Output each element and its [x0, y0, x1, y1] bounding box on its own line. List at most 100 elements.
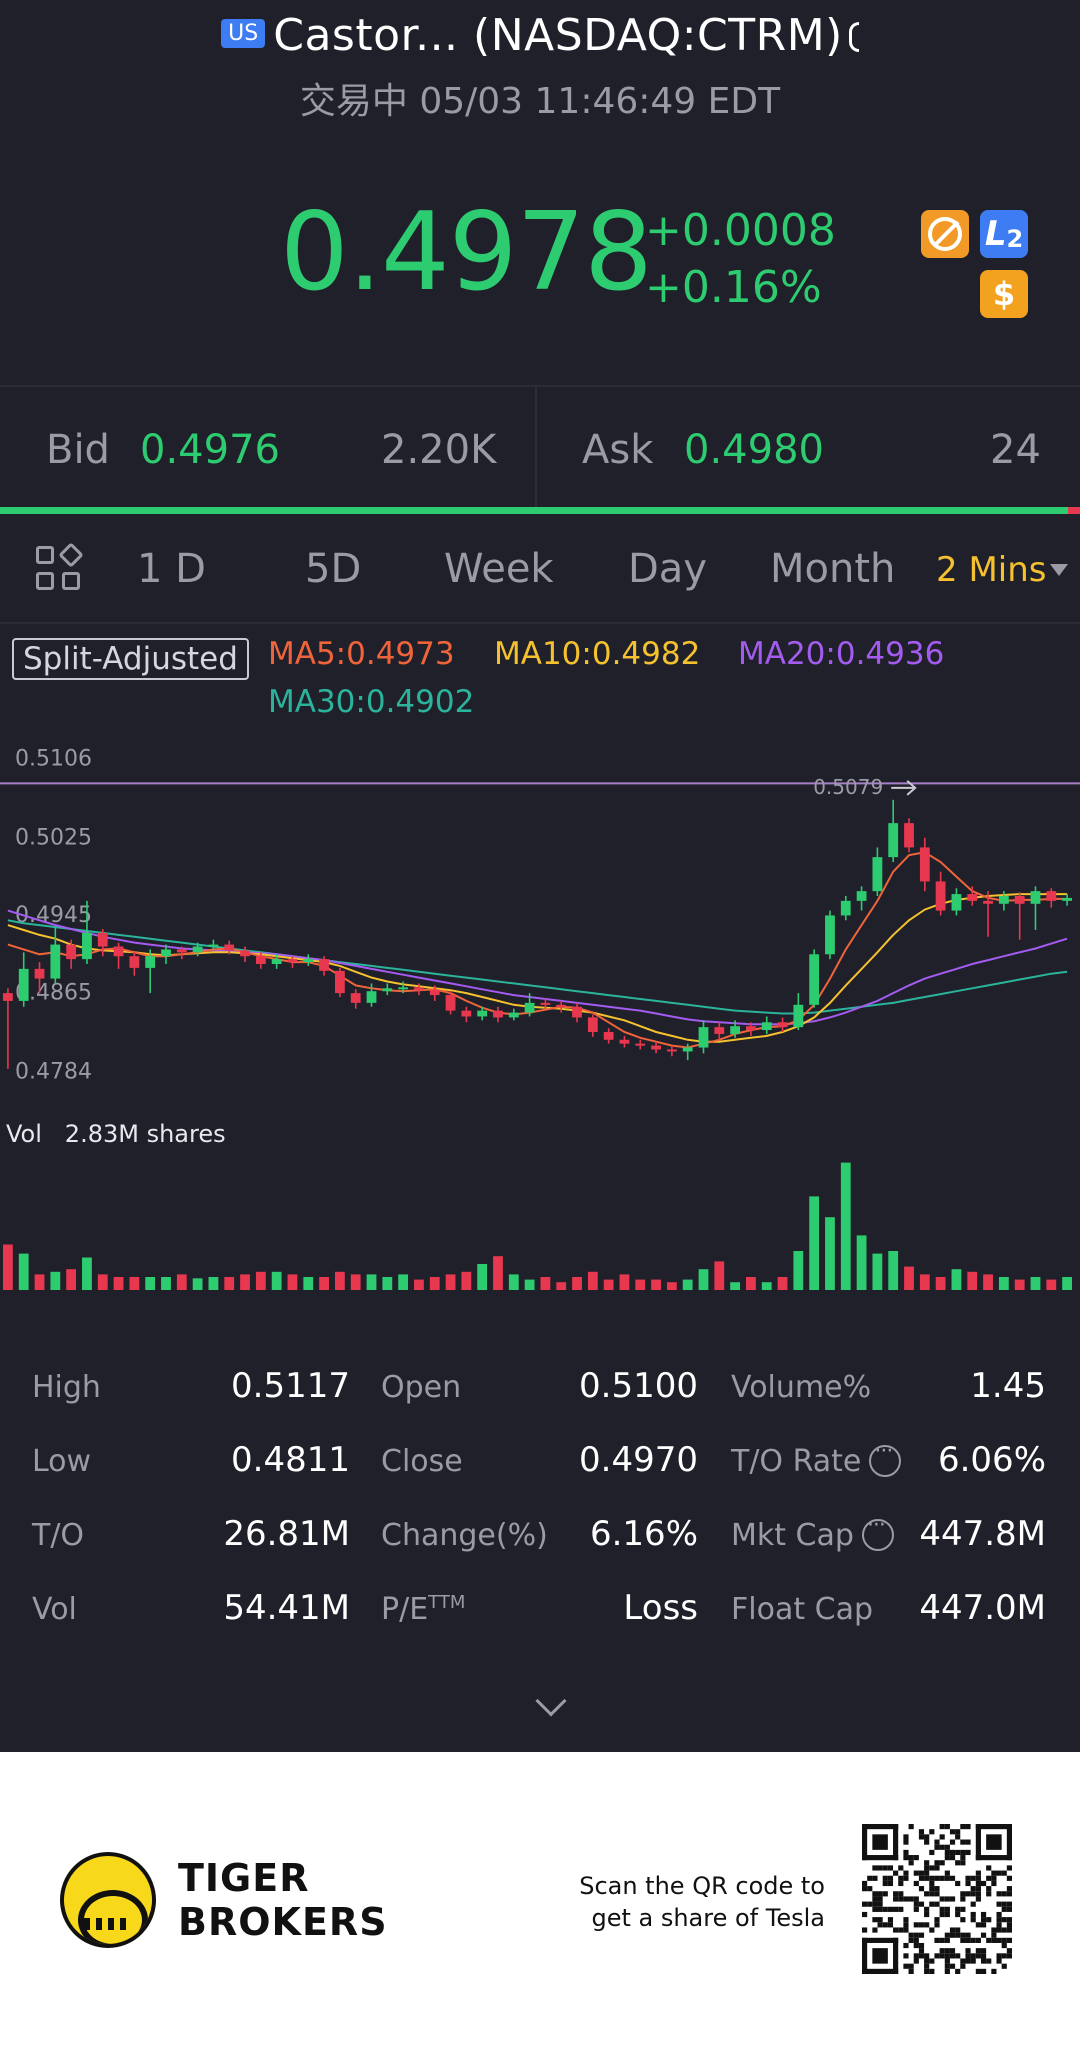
qr-module [1006, 1953, 1012, 1959]
candle-body [761, 1022, 772, 1031]
qr-module [872, 1896, 878, 1902]
volume-label: Vol [6, 1120, 42, 1148]
qr-code-icon [862, 1824, 1012, 1974]
candlestick-chart[interactable]: 0.51060.50250.49450.48650.47840.50790.48… [0, 740, 1080, 1300]
volume-bar [240, 1274, 250, 1290]
candle-body [97, 932, 108, 947]
qr-module [965, 1839, 971, 1845]
qr-module [944, 1906, 950, 1912]
expand-chevron-icon[interactable] [535, 1685, 567, 1717]
volume-bar [856, 1235, 867, 1290]
qr-module [955, 1906, 961, 1912]
qr-module [975, 1922, 981, 1928]
candle-body [1046, 891, 1057, 901]
tab-2-mins[interactable]: 2 Mins [936, 550, 1047, 590]
qr-module [908, 1937, 914, 1943]
qr-module [862, 1880, 868, 1887]
candle-body [18, 968, 29, 1001]
tab-day[interactable]: Day [628, 546, 707, 592]
qr-module [1006, 1891, 1012, 1897]
candle-body [34, 968, 45, 979]
more-info-icon[interactable] [861, 1513, 894, 1551]
grid-icon[interactable] [36, 542, 84, 592]
qr-module [898, 1891, 904, 1897]
volume-bar [730, 1282, 741, 1290]
qr-module [996, 1922, 1002, 1928]
candle-body [666, 1049, 677, 1052]
ask-ratio-segment [1068, 507, 1080, 514]
qr-module [934, 1875, 940, 1881]
volume-bar [477, 1264, 488, 1290]
stat-close-value: 0.4970 [579, 1440, 698, 1480]
qr-module [887, 1906, 894, 1912]
qr-module [996, 1927, 1002, 1933]
stat-low-label: Low [32, 1444, 92, 1479]
tab-1d[interactable]: 1 D [137, 546, 206, 592]
bid-ask-panel[interactable]: Bid 0.4976 2.20K Ask 0.4980 24 [0, 387, 1080, 507]
chevron-down-icon[interactable] [1050, 564, 1068, 576]
qr-module [934, 1865, 940, 1871]
qr-module [1001, 1942, 1007, 1949]
qr-module [924, 1906, 930, 1912]
qr-module [918, 1942, 925, 1949]
qr-module [893, 1906, 899, 1912]
candle-body [192, 946, 203, 953]
qr-module [944, 1911, 950, 1918]
qr-module [960, 1917, 966, 1923]
qr-module [1001, 1870, 1007, 1876]
candle-body [129, 956, 140, 968]
stat-close-label: Close [381, 1444, 463, 1479]
qr-module [1006, 1917, 1012, 1923]
qr-module [949, 1849, 956, 1856]
qr-module [924, 1911, 930, 1918]
qr-module [991, 1937, 997, 1943]
price-plot: 0.51060.50250.49450.48650.47840.50790.48… [0, 747, 1080, 1084]
qr-module [970, 1958, 976, 1964]
stat-float-cap-value: 447.0M [919, 1588, 1046, 1628]
qr-module [903, 1834, 909, 1840]
qr-module [867, 1901, 873, 1907]
qr-module [986, 1917, 992, 1923]
no-margin-icon[interactable] [921, 210, 969, 258]
tab-week[interactable]: Week [444, 546, 554, 592]
volume-bar [825, 1217, 835, 1290]
candle-body [888, 823, 899, 858]
qr-module [924, 1865, 930, 1871]
stock-title[interactable]: Castor... (NASDAQ:CTRM) [273, 10, 843, 61]
qr-module [949, 1829, 956, 1835]
qr-module [929, 1849, 935, 1856]
volume-bar [998, 1277, 1009, 1290]
volume-bar [366, 1274, 377, 1290]
qr-module [939, 1875, 945, 1881]
qr-module [929, 1880, 935, 1887]
qr-module [960, 1824, 966, 1830]
qr-module [903, 1922, 909, 1928]
qr-module [970, 1911, 976, 1918]
qr-module [929, 1886, 935, 1892]
stat-change-value: 6.16% [589, 1514, 698, 1554]
qr-module [980, 1911, 987, 1918]
tab-month[interactable]: Month [770, 546, 896, 592]
candle-body [730, 1026, 741, 1034]
qr-caption-line-1: Scan the QR code to [579, 1872, 825, 1900]
qr-module [955, 1880, 961, 1887]
volume-bar [18, 1253, 29, 1290]
qr-module [949, 1932, 956, 1938]
split-adjusted-button[interactable]: Split-Adjusted [12, 638, 249, 680]
tab-5d[interactable]: 5D [305, 546, 362, 592]
stat-high-label: High [32, 1370, 101, 1405]
more-info-icon[interactable] [869, 1439, 902, 1477]
qr-module [955, 1953, 961, 1959]
stat-turnover-rate-text: T/O Rate [731, 1444, 862, 1479]
volume-bar [556, 1282, 567, 1290]
ask-price: 0.4980 [684, 427, 824, 473]
qr-module [908, 1932, 914, 1938]
qr-module [924, 1922, 930, 1928]
qr-module [918, 1922, 925, 1928]
volume-bar [872, 1253, 883, 1290]
volume-bar [208, 1277, 219, 1290]
stat-turnover-value: 26.81M [223, 1514, 350, 1554]
dollar-icon[interactable]: $ [980, 270, 1028, 318]
qr-module [913, 1942, 919, 1949]
